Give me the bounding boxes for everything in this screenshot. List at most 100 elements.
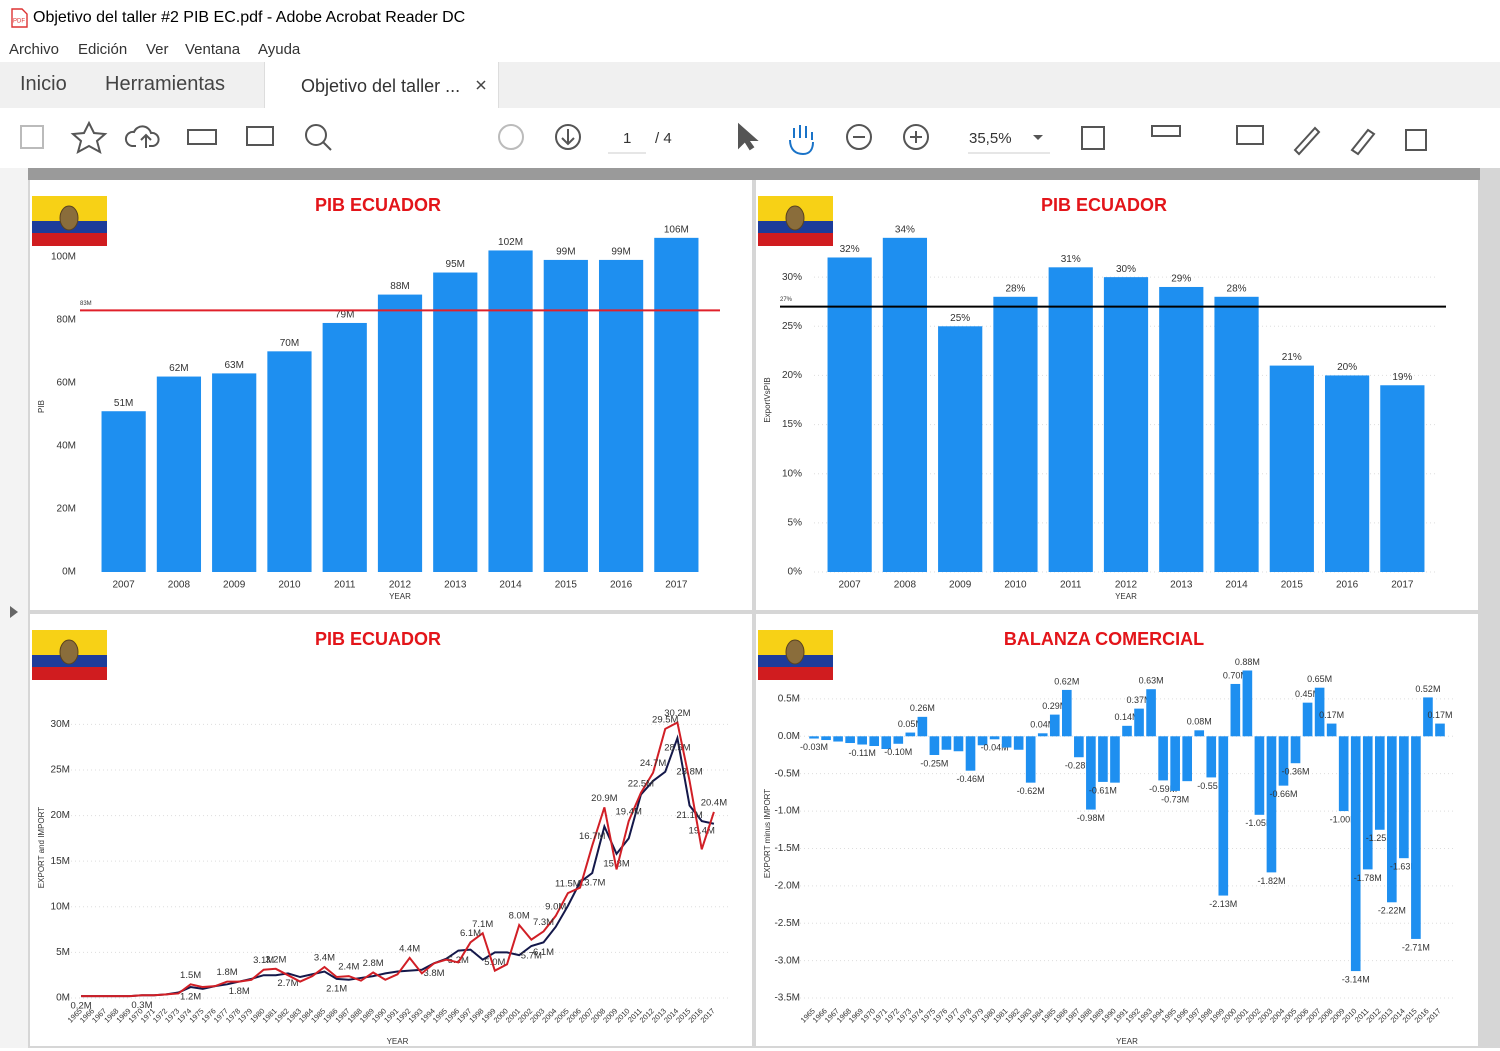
highlight-tool[interactable] — [1293, 126, 1321, 156]
menu-item[interactable]: Ayuda — [258, 41, 301, 58]
scroll-mode[interactable] — [1151, 125, 1181, 137]
y-axis-title: PIB — [37, 400, 46, 413]
x-tick-label: 2014 — [499, 580, 522, 591]
y-tick-label: 0.5M — [778, 694, 800, 705]
zoom-in[interactable] — [903, 124, 929, 150]
bar — [1290, 736, 1301, 764]
bar — [1158, 736, 1168, 781]
bar — [1435, 723, 1445, 737]
select-tool[interactable] — [738, 122, 759, 151]
star-icon[interactable] — [70, 120, 108, 155]
y-tick-label: 10% — [782, 468, 802, 479]
bar — [1269, 365, 1314, 572]
x-tick-label: 2014 — [1225, 580, 1248, 591]
sign-tool[interactable] — [1350, 128, 1376, 156]
data-label: -1.00M — [1330, 814, 1358, 824]
prev-page[interactable] — [498, 124, 524, 150]
data-label: 3.4M — [314, 953, 335, 964]
bar — [1206, 736, 1217, 778]
bar — [1061, 689, 1072, 737]
y-axis-title: EXPORT minus IMPORT — [763, 789, 772, 878]
bar — [488, 250, 533, 572]
bar — [1230, 683, 1241, 737]
comment-tool[interactable] — [1236, 125, 1264, 145]
bar — [929, 736, 940, 755]
menu-item[interactable]: Edición — [78, 41, 128, 58]
bar — [1411, 736, 1421, 939]
bar — [433, 272, 478, 572]
y-tick-label: 5% — [788, 517, 803, 528]
bar — [1266, 736, 1277, 873]
x-tick-label: 2008 — [168, 580, 191, 591]
fit-page[interactable] — [1081, 126, 1105, 150]
document-area: PIB ECUADOR 0M 20M 40M 60M 80M 100M 2007 2008 200… — [0, 168, 1500, 1048]
data-label: 0.2M — [71, 1001, 92, 1012]
next-page[interactable] — [555, 124, 581, 150]
data-label: -1.82M — [1257, 876, 1285, 886]
expand-panel[interactable] — [9, 605, 19, 619]
tab[interactable]: Herramientas — [105, 73, 226, 95]
bar — [893, 736, 904, 744]
data-label: 79M — [335, 310, 354, 321]
mail-icon[interactable] — [246, 126, 274, 146]
data-label: -1.78M — [1354, 873, 1382, 883]
zoom-level[interactable]: 35,5% — [969, 130, 1012, 147]
save-icon[interactable] — [20, 125, 44, 149]
tab-close[interactable] — [476, 80, 486, 90]
x-tick-label: 2007 — [113, 580, 136, 591]
flag-red — [32, 233, 107, 246]
chart-panel: PIB ECUADOR 0M 20M 40M 60M 80M 100M 2007 2008 200… — [30, 180, 752, 610]
x-axis-title: YEAR — [387, 1037, 409, 1046]
menu-item[interactable]: Ver — [146, 41, 169, 58]
data-label: 1.8M — [229, 986, 250, 997]
zoom-out[interactable] — [846, 124, 872, 150]
data-label: 5.0M — [484, 957, 505, 968]
x-tick-label: 2017 — [699, 1006, 717, 1024]
x-tick-label: 2012 — [1115, 580, 1138, 591]
x-tick-label: 2017 — [1391, 580, 1414, 591]
reference-label: 83M — [80, 301, 92, 307]
data-label: 28% — [1005, 283, 1025, 294]
bar — [845, 736, 855, 744]
bar — [543, 259, 588, 572]
bar — [1086, 736, 1096, 810]
upload-icon[interactable] — [124, 125, 160, 148]
tab-label: Objetivo del taller ... — [301, 76, 461, 96]
bar — [833, 736, 843, 742]
x-tick-label: 2015 — [1281, 580, 1304, 591]
data-label: -2.22M — [1378, 906, 1406, 916]
x-tick-label: 2017 — [1425, 1006, 1443, 1024]
y-tick-label: 0.0M — [778, 731, 800, 742]
data-label: 20% — [1337, 362, 1357, 373]
bar — [1134, 708, 1144, 737]
bar — [827, 257, 872, 572]
data-label: -0.73M — [1161, 794, 1189, 804]
y-tick-label: 80M — [57, 314, 76, 325]
page-number[interactable]: 1 — [623, 130, 632, 147]
print-icon[interactable] — [187, 129, 217, 145]
data-label: 30.2M — [664, 708, 690, 719]
bar — [1387, 736, 1397, 903]
data-label: 13.7M — [579, 878, 605, 889]
hand-tool[interactable] — [789, 125, 814, 156]
chart-title: PIB ECUADOR — [315, 195, 441, 215]
y-tick-label: -2.5M — [774, 918, 800, 929]
menu-item[interactable]: Ventana — [185, 41, 241, 58]
line-series — [81, 734, 715, 998]
x-tick-label: 2012 — [389, 580, 412, 591]
bar — [1362, 736, 1373, 870]
tab[interactable]: Inicio — [20, 73, 67, 95]
x-tick-label: 2009 — [223, 580, 246, 591]
bar — [1278, 736, 1289, 786]
search-icon[interactable] — [305, 124, 327, 146]
bar — [1182, 736, 1193, 782]
chart-title: PIB ECUADOR — [1041, 195, 1167, 215]
data-label: 23.8M — [676, 766, 702, 777]
active-tab[interactable]: Objetivo del taller ... — [264, 62, 499, 109]
fill-sign-tool[interactable] — [1405, 129, 1427, 151]
toolbar: 1 / 4 35,5% — [0, 108, 1500, 169]
data-label: 1.5M — [180, 970, 201, 981]
data-label: 3.2M — [265, 954, 286, 965]
data-label: 25% — [950, 313, 970, 324]
menu-item[interactable]: Archivo — [9, 41, 60, 58]
